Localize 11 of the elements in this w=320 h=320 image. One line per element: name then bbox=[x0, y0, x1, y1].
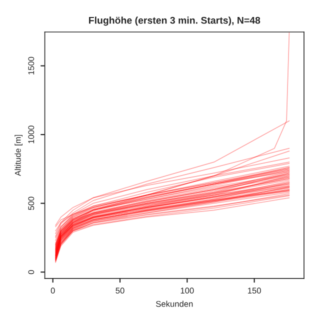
y-tick-label: 1500 bbox=[28, 56, 34, 74]
x-tick-label: 50 bbox=[116, 288, 124, 294]
x-tick-label: 0 bbox=[50, 288, 55, 294]
x-tick-label: 100 bbox=[180, 288, 194, 294]
y-tick-label: 500 bbox=[28, 196, 34, 210]
chart-title: Flughöhe (ersten 3 min. Starts), N=48 bbox=[89, 16, 260, 26]
x-tick-label: 150 bbox=[248, 288, 261, 294]
y-tick-label: 1000 bbox=[28, 126, 34, 144]
x-axis-title: Sekunden bbox=[156, 300, 193, 307]
y-axis-title: Altitude [m] bbox=[14, 134, 22, 176]
y-tick-label: 0 bbox=[28, 270, 34, 274]
